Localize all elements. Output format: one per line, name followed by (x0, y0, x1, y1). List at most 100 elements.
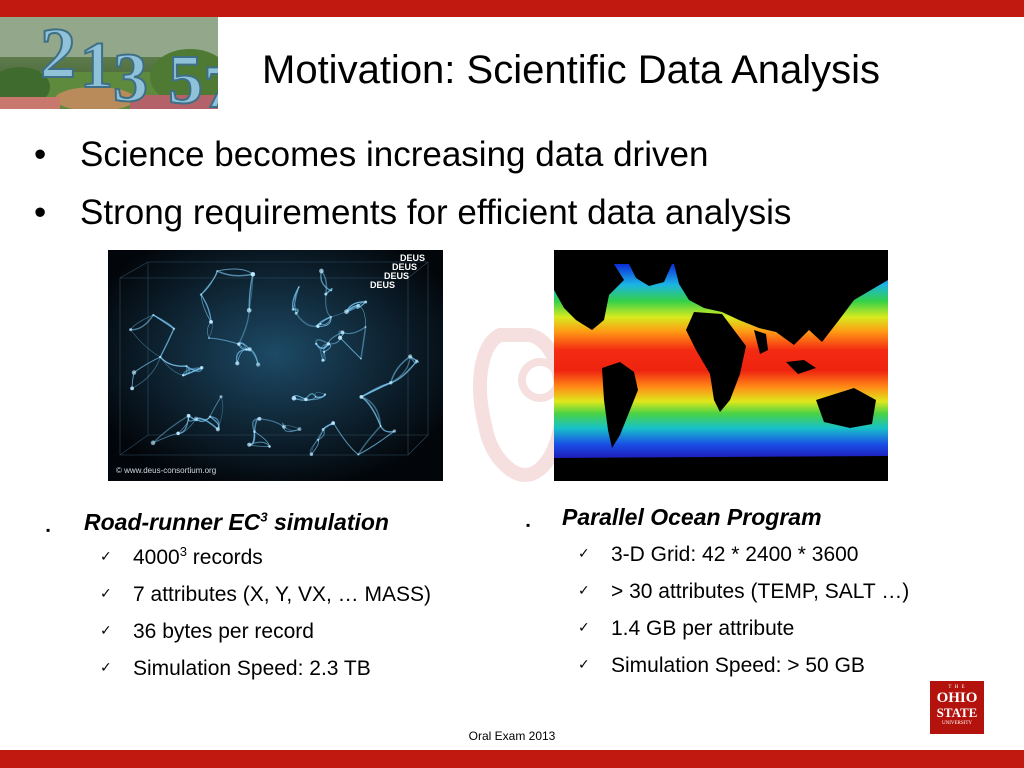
cosmic-halo (281, 424, 287, 430)
square-bullet-icon: ▪ (46, 523, 51, 537)
cosmic-halo (298, 286, 300, 288)
cosmic-halo (326, 342, 331, 346)
cosmic-halo (208, 415, 212, 418)
cosmic-halo (193, 416, 199, 422)
cosmic-halo (131, 370, 137, 375)
main-bullet-item: • Science becomes increasing data driven (34, 126, 791, 184)
deus-brand-line: DEUS (400, 253, 425, 263)
bottom-accent-bar (0, 750, 1024, 768)
cosmic-halo (257, 416, 262, 421)
svg-text:7: 7 (204, 54, 218, 109)
cosmic-filament (320, 270, 332, 291)
cosmic-halo (250, 271, 256, 277)
cosmic-web-graphic: DEUS DEUS DEUS DEUS © www.deus-consortiu… (108, 250, 443, 481)
ocean-program-heading: ▪ Parallel Ocean Program (526, 500, 909, 536)
cosmic-halo (152, 313, 155, 317)
cosmic-halo (329, 315, 333, 319)
cosmic-halo (245, 348, 248, 351)
deus-brand-line: DEUS (370, 280, 395, 290)
ocean-program-item-text: Simulation Speed: > 50 GB (611, 654, 865, 677)
cosmic-halo (291, 395, 297, 401)
header-photo-art: 2 1 3 5 7 (0, 17, 218, 109)
cosmic-halo (304, 397, 308, 402)
checkmark-icon: ✓ (100, 586, 112, 602)
cosmic-halo (255, 362, 261, 367)
svg-text:3: 3 (113, 40, 148, 109)
cosmic-filament (200, 294, 212, 323)
cosmic-halo (247, 442, 252, 447)
road-runner-item: ✓ 7 attributes (X, Y, VX, … MASS) (46, 576, 431, 613)
road-runner-heading: ▪ Road-runner EC3 simulation (46, 505, 431, 539)
main-bullet-text: Science becomes increasing data driven (80, 135, 709, 174)
top-accent-bar (0, 0, 1024, 17)
cosmic-halo (159, 355, 162, 359)
cosmic-filament (200, 270, 218, 295)
cosmic-filament (357, 425, 382, 456)
cosmic-filament (238, 309, 250, 345)
cosmic-filament (129, 314, 155, 331)
cosmic-filament (200, 293, 212, 323)
logo-state: STATE (936, 705, 978, 720)
ocean-program-item: ✓ 1.4 GB per attribute (526, 610, 909, 647)
cosmic-filament (217, 396, 224, 430)
svg-text:5: 5 (168, 42, 203, 109)
cosmic-halo (130, 386, 134, 391)
main-bullet-list: • Science becomes increasing data driven … (34, 126, 791, 242)
cosmic-halo (379, 425, 382, 427)
cosmic-halo (291, 307, 295, 311)
cosmic-filament (360, 396, 382, 427)
cosmic-halo (321, 358, 325, 362)
cosmic-filament (258, 418, 284, 428)
cosmic-filament (159, 356, 184, 376)
cosmic-filament (248, 273, 254, 312)
cosmic-halo (360, 357, 362, 360)
deus-credit: © www.deus-consortium.org (116, 466, 216, 475)
svg-text:1: 1 (80, 29, 113, 102)
road-runner-item-text: 36 bytes per record (133, 620, 314, 643)
cosmic-halo (324, 292, 328, 296)
cosmic-filament (216, 270, 254, 277)
road-runner-heading-tail: simulation (267, 509, 389, 535)
cosmic-filament (216, 268, 254, 275)
square-bullet-icon: ▪ (526, 518, 531, 532)
road-runner-item-text: 4000 (133, 546, 180, 569)
cosmic-filament (360, 326, 367, 360)
cosmic-halo (129, 328, 133, 332)
ocean-program-item: ✓ > 30 attributes (TEMP, SALT …) (526, 573, 909, 610)
cosmic-halo (253, 430, 256, 433)
cosmic-filament (317, 316, 332, 327)
cosmic-halo (330, 289, 332, 292)
cosmic-filament (320, 316, 332, 325)
cosmic-filament (294, 286, 300, 314)
cosmic-halo (316, 324, 320, 329)
cosmic-filament (315, 343, 330, 350)
slide-footer: Oral Exam 2013 (468, 729, 556, 743)
cosmology-simulation-image: DEUS DEUS DEUS DEUS © www.deus-consortiu… (108, 250, 443, 481)
ohio-state-logo: T H E OHIO STATE UNIVERSITY (930, 681, 984, 734)
checkmark-icon: ✓ (100, 623, 112, 639)
cosmic-halo (208, 337, 210, 340)
cosmic-halo (176, 431, 180, 436)
ocean-program-item: ✓ 3-D Grid: 42 * 2400 * 3600 (526, 536, 909, 573)
cosmic-halo (315, 342, 318, 345)
cosmic-halo (319, 268, 324, 274)
road-runner-heading-sup: 3 (260, 509, 268, 525)
cosmic-halo (237, 342, 241, 346)
cosmic-halo (359, 394, 364, 399)
cosmic-halo (297, 427, 302, 431)
ocean-program-item-text: > 30 attributes (TEMP, SALT …) (611, 580, 910, 603)
road-runner-list: ▪ Road-runner EC3 simulation ✓ 40003 recor… (46, 505, 431, 687)
cosmic-filament (360, 381, 392, 398)
cosmic-filament (390, 355, 411, 384)
cosmic-halo (317, 438, 320, 441)
deus-brand-line: DEUS (392, 262, 417, 272)
cosmic-halo (389, 381, 393, 385)
road-runner-item-text: 7 attributes (X, Y, VX, … MASS) (133, 583, 432, 606)
cosmic-halo (356, 303, 361, 308)
cosmic-filament (159, 356, 188, 367)
cosmic-halo (235, 361, 240, 366)
cosmic-halo (181, 374, 185, 377)
road-runner-item: ✓ Simulation Speed: 2.3 TB (46, 650, 431, 687)
cosmic-halo (340, 330, 345, 335)
checkmark-icon: ✓ (578, 620, 590, 636)
